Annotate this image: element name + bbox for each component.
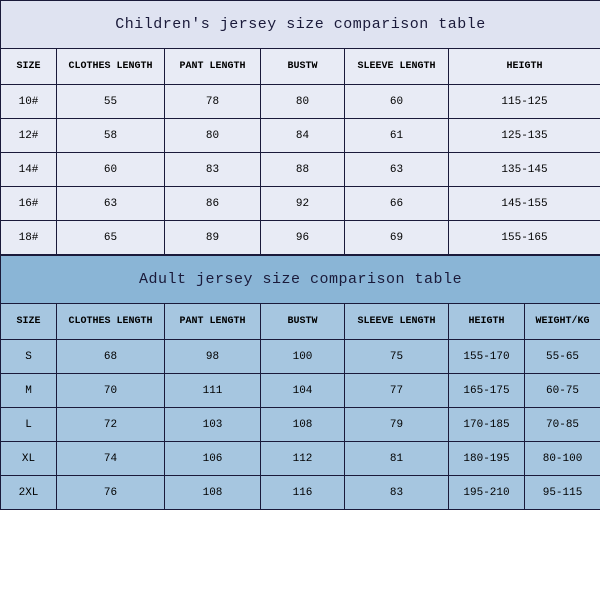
cell: 63 [345,153,449,187]
cell: 108 [261,408,345,442]
cell: 115-125 [449,85,600,119]
cell: 70 [57,374,165,408]
cell: 14# [1,153,57,187]
table-row: 16# 63 86 92 66 145-155 [1,187,600,221]
table-row: XL 74 106 112 81 180-195 80-100 [1,442,600,476]
cell: M [1,374,57,408]
table-row: S 68 98 100 75 155-170 55-65 [1,340,600,374]
cell: 81 [345,442,449,476]
col-bustw: BUSTW [261,49,345,85]
children-header-row: SIZE CLOTHES LENGTH PANT LENGTH BUSTW SL… [1,49,600,85]
cell: 78 [165,85,261,119]
adult-title-row: Adult jersey size comparison table [1,256,600,304]
cell: 155-165 [449,221,600,255]
cell: 60 [57,153,165,187]
cell: 58 [57,119,165,153]
cell: 86 [165,187,261,221]
cell: 103 [165,408,261,442]
table-row: 14# 60 83 88 63 135-145 [1,153,600,187]
cell: 112 [261,442,345,476]
cell: 84 [261,119,345,153]
col-sleeve-length: SLEEVE LENGTH [345,49,449,85]
cell: 68 [57,340,165,374]
cell: 70-85 [525,408,600,442]
cell: 80 [261,85,345,119]
cell: 80 [165,119,261,153]
cell: 165-175 [449,374,525,408]
col-pant-length: PANT LENGTH [165,304,261,340]
cell: 72 [57,408,165,442]
cell: 95-115 [525,476,600,510]
cell: 16# [1,187,57,221]
cell: 55 [57,85,165,119]
cell: 170-185 [449,408,525,442]
table-row: L 72 103 108 79 170-185 70-85 [1,408,600,442]
cell: 18# [1,221,57,255]
cell: 60 [345,85,449,119]
cell: 60-75 [525,374,600,408]
adult-table: Adult jersey size comparison table SIZE … [0,255,600,510]
cell: 76 [57,476,165,510]
col-size: SIZE [1,304,57,340]
col-sleeve-length: SLEEVE LENGTH [345,304,449,340]
cell: 83 [165,153,261,187]
col-clothes-length: CLOTHES LENGTH [57,49,165,85]
col-clothes-length: CLOTHES LENGTH [57,304,165,340]
cell: 79 [345,408,449,442]
table-row: M 70 111 104 77 165-175 60-75 [1,374,600,408]
cell: 10# [1,85,57,119]
col-pant-length: PANT LENGTH [165,49,261,85]
children-table: Children's jersey size comparison table … [0,0,600,255]
cell: S [1,340,57,374]
cell: 77 [345,374,449,408]
cell: 66 [345,187,449,221]
children-title: Children's jersey size comparison table [1,1,600,49]
adult-header-row: SIZE CLOTHES LENGTH PANT LENGTH BUSTW SL… [1,304,600,340]
cell: 98 [165,340,261,374]
children-title-row: Children's jersey size comparison table [1,1,600,49]
cell: 80-100 [525,442,600,476]
table-row: 18# 65 89 96 69 155-165 [1,221,600,255]
cell: 111 [165,374,261,408]
cell: 108 [165,476,261,510]
cell: 96 [261,221,345,255]
cell: 106 [165,442,261,476]
table-row: 10# 55 78 80 60 115-125 [1,85,600,119]
cell: XL [1,442,57,476]
cell: 195-210 [449,476,525,510]
col-size: SIZE [1,49,57,85]
cell: 89 [165,221,261,255]
cell: 100 [261,340,345,374]
cell: 180-195 [449,442,525,476]
col-heigth: HEIGTH [449,304,525,340]
adult-title: Adult jersey size comparison table [1,256,600,304]
cell: 75 [345,340,449,374]
table-row: 12# 58 80 84 61 125-135 [1,119,600,153]
cell: 12# [1,119,57,153]
cell: 69 [345,221,449,255]
cell: 145-155 [449,187,600,221]
cell: 135-145 [449,153,600,187]
cell: 65 [57,221,165,255]
cell: 88 [261,153,345,187]
cell: 104 [261,374,345,408]
cell: 61 [345,119,449,153]
cell: 116 [261,476,345,510]
col-weight: WEIGHT/KG [525,304,600,340]
size-tables: Children's jersey size comparison table … [0,0,600,510]
cell: 63 [57,187,165,221]
cell: 125-135 [449,119,600,153]
col-heigth: HEIGTH [449,49,600,85]
cell: 55-65 [525,340,600,374]
cell: 74 [57,442,165,476]
cell: 92 [261,187,345,221]
cell: 155-170 [449,340,525,374]
col-bustw: BUSTW [261,304,345,340]
table-row: 2XL 76 108 116 83 195-210 95-115 [1,476,600,510]
cell: 2XL [1,476,57,510]
cell: L [1,408,57,442]
cell: 83 [345,476,449,510]
